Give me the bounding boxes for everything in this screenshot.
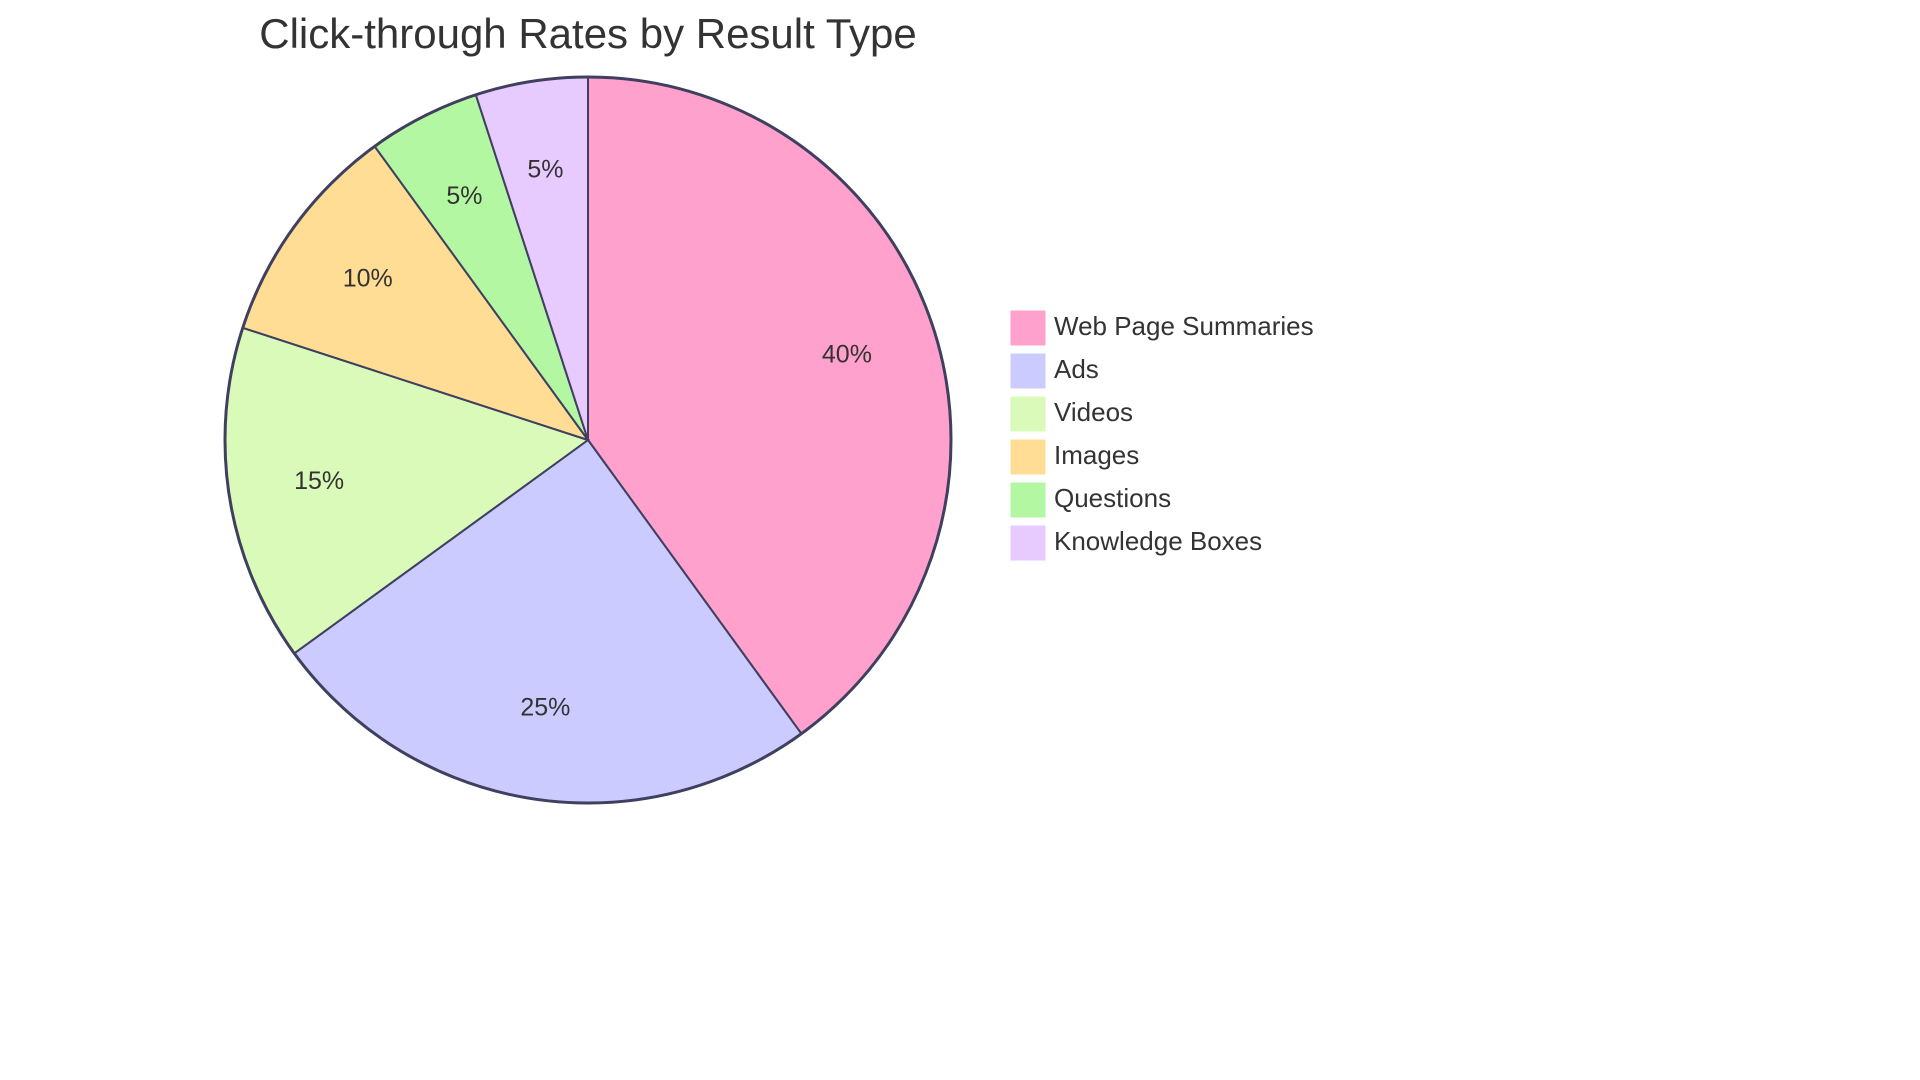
legend-label: Knowledge Boxes [1054,526,1262,556]
legend-swatch [1009,395,1047,433]
legend-label: Videos [1054,397,1133,427]
slice-percent-label: 15% [294,467,344,495]
legend-item: Images [1009,438,1139,476]
legend-swatch [1009,309,1047,347]
legend-item: Knowledge Boxes [1009,524,1262,562]
legend-swatch [1009,438,1047,476]
legend-label: Images [1054,440,1139,470]
pie-slices [223,75,953,805]
slice-percent-label: 10% [343,265,393,293]
legend: Web Page Summaries Ads Videos Images Questio… [1009,309,1314,562]
legend-item: Questions [1009,481,1171,519]
chart-title: Click-through Rates by Result Type [259,10,917,57]
legend-item: Web Page Summaries [1009,309,1314,347]
slice-percent-label: 5% [446,182,482,210]
slice-labels: 40% 25% 15% 10% 5% 5% [294,156,872,722]
pie-outline [223,75,953,805]
legend-item: Ads [1009,352,1099,390]
legend-swatch [1009,352,1047,390]
legend-label: Ads [1054,354,1099,384]
slice-percent-label: 25% [520,694,570,722]
legend-swatch [1009,524,1047,562]
slice-percent-label: 40% [822,340,872,368]
slice-percent-label: 5% [527,156,563,184]
legend-swatch [1009,481,1047,519]
legend-item: Videos [1009,395,1133,433]
legend-label: Web Page Summaries [1054,311,1314,341]
legend-label: Questions [1054,483,1171,513]
